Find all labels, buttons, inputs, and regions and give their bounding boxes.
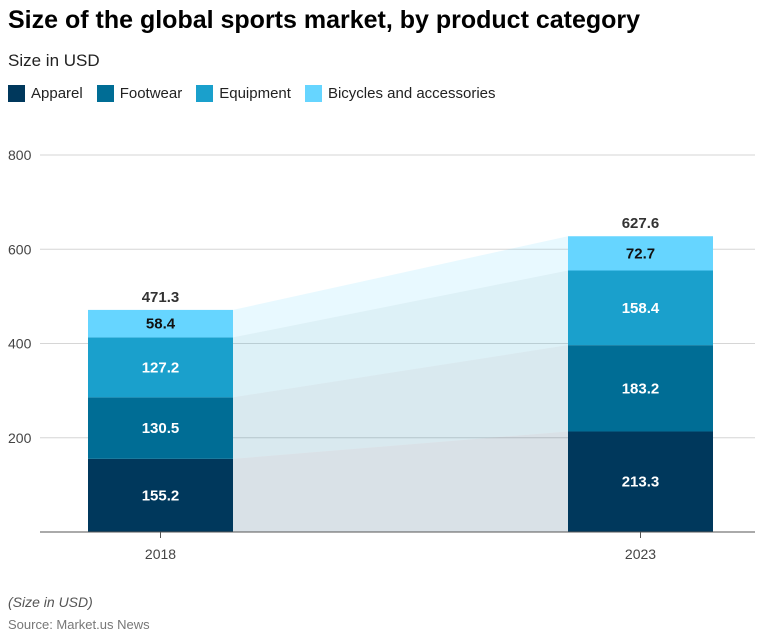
legend-item-bicycles: Bicycles and accessories <box>304 85 496 102</box>
legend-label: Apparel <box>31 85 83 102</box>
legend-label: Equipment <box>219 85 291 102</box>
total-label: 471.3 <box>142 289 180 306</box>
bar-2018-1 <box>88 397 233 459</box>
legend: Apparel Footwear Equipment Bicycles and … <box>8 85 496 102</box>
legend-item-apparel: Apparel <box>8 85 83 102</box>
legend-swatch <box>196 85 214 102</box>
legend-item-equipment: Equipment <box>196 85 291 102</box>
data-label: 213.3 <box>622 474 660 491</box>
data-label: 155.2 <box>142 487 180 504</box>
y-tick-label: 800 <box>8 147 32 163</box>
note: (Size in USD) <box>8 594 93 610</box>
legend-label: Footwear <box>119 85 183 102</box>
connector-band-2 <box>233 270 568 398</box>
connector-band-0 <box>233 431 568 532</box>
bar-2023-1 <box>568 345 713 432</box>
data-label: 130.5 <box>142 420 180 437</box>
x-tick-label: 2018 <box>145 546 176 562</box>
chart-title: Size of the global sports market, by pro… <box>8 6 641 34</box>
source: Source: Market.us News <box>8 617 150 632</box>
total-label: 627.6 <box>622 215 660 232</box>
legend-swatch <box>96 85 114 102</box>
legend-swatch <box>304 85 322 102</box>
bar-2018-3 <box>88 309 233 338</box>
bar-2023-0 <box>568 431 713 532</box>
legend-item-footwear: Footwear <box>96 85 183 102</box>
y-tick-label: 400 <box>8 336 32 352</box>
y-tick-label: 600 <box>8 241 32 257</box>
connector-band-1 <box>233 345 568 459</box>
legend-label: Bicycles and accessories <box>327 85 496 102</box>
data-label: 127.2 <box>142 359 180 376</box>
bar-2018-2 <box>88 337 233 398</box>
bar-2018-0 <box>88 458 233 532</box>
connector-band-3 <box>233 236 568 338</box>
data-label: 72.7 <box>626 245 655 262</box>
chart-subtitle: Size in USD <box>8 51 100 70</box>
y-tick-label: 200 <box>8 430 32 446</box>
bar-2023-3 <box>568 236 713 271</box>
data-label: 58.4 <box>146 316 176 333</box>
x-tick-label: 2023 <box>625 546 656 562</box>
data-label: 183.2 <box>622 380 660 397</box>
bar-2023-2 <box>568 270 713 346</box>
legend-swatch <box>8 85 25 102</box>
data-label: 158.4 <box>622 300 660 317</box>
